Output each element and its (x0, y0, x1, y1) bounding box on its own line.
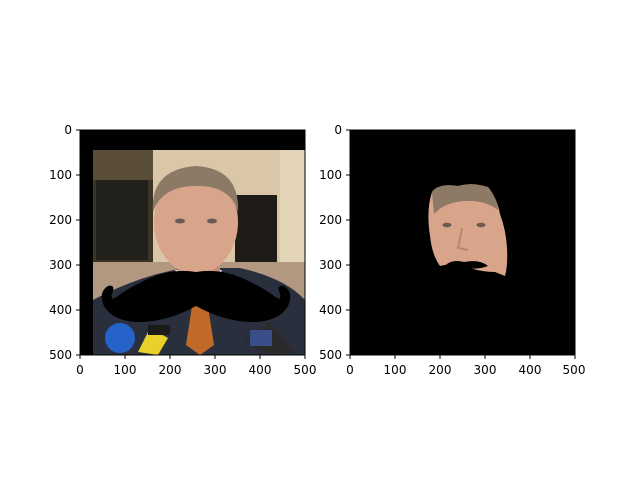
right-x-tick-200: 200 (429, 363, 452, 377)
left-y-tick-labels: 0 100 200 300 400 500 (49, 123, 72, 362)
right-x-tick-0: 0 (346, 363, 354, 377)
right-ticks (346, 129, 576, 359)
right-x-tick-400: 400 (519, 363, 542, 377)
left-x-tick-200: 200 (159, 363, 182, 377)
left-x-tick-100: 100 (114, 363, 137, 377)
left-y-tick-500: 500 (49, 348, 72, 362)
right-y-tick-400: 400 (319, 303, 342, 317)
left-image (80, 130, 305, 355)
left-x-tick-500: 500 (294, 363, 317, 377)
left-y-tick-100: 100 (49, 168, 72, 182)
left-x-tick-0: 0 (76, 363, 84, 377)
right-image (350, 130, 575, 355)
left-x-tick-300: 300 (204, 363, 227, 377)
right-y-tick-labels: 0 100 200 300 400 500 (319, 123, 342, 362)
right-y-tick-200: 200 (319, 213, 342, 227)
left-y-tick-0: 0 (64, 123, 72, 137)
right-y-tick-300: 300 (319, 258, 342, 272)
right-x-tick-500: 500 (563, 363, 586, 377)
left-ticks (76, 129, 306, 359)
right-x-tick-100: 100 (384, 363, 407, 377)
right-y-tick-0: 0 (334, 123, 342, 137)
left-y-tick-300: 300 (49, 258, 72, 272)
right-x-tick-labels: 0 100 200 300 400 500 (346, 363, 585, 377)
left-y-tick-400: 400 (49, 303, 72, 317)
right-x-tick-300: 300 (474, 363, 497, 377)
panel-right (349, 129, 576, 356)
left-x-tick-labels: 0 100 200 300 400 500 (76, 363, 316, 377)
right-y-tick-500: 500 (319, 348, 342, 362)
right-y-tick-100: 100 (319, 168, 342, 182)
panel-left (79, 129, 306, 356)
left-y-tick-200: 200 (49, 213, 72, 227)
left-x-tick-400: 400 (249, 363, 272, 377)
